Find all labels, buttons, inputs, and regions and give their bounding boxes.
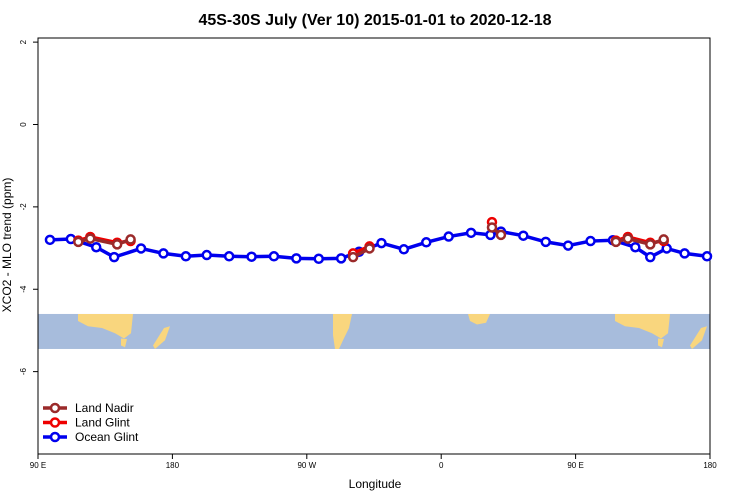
ocean-glint-point: [201, 249, 212, 261]
ocean-glint-point: [540, 236, 551, 248]
ocean-glint-point: [562, 240, 574, 251]
land-nadir-point: [622, 233, 634, 244]
land-mass: [658, 338, 664, 348]
land-nadir-line: [615, 236, 665, 247]
ocean-glint-point: [630, 241, 641, 253]
ocean-glint-series: [44, 226, 713, 265]
ocean-glint-point: [90, 241, 102, 253]
ocean-glint-point: [158, 248, 169, 259]
map-ocean: [38, 313, 710, 349]
land-nadir-line: [77, 236, 132, 247]
ocean-glint-point: [701, 251, 713, 262]
ocean-glint-point: [443, 231, 454, 242]
land-mass: [468, 313, 490, 325]
y-tick-label: -4: [19, 285, 28, 293]
legend-label-land-glint: Land Glint: [75, 416, 130, 430]
land-nadir-point: [111, 239, 123, 250]
ocean-glint-point: [398, 244, 410, 255]
ocean-glint-point: [518, 230, 529, 241]
ocean-glint-point: [421, 237, 432, 248]
land-mass: [153, 326, 170, 349]
x-tick-label: 180: [703, 461, 717, 470]
land-mass: [615, 313, 670, 339]
land-nadir-point: [347, 251, 359, 263]
land-nadir-point: [658, 234, 669, 245]
ocean-glint-point: [246, 251, 257, 262]
land-mass: [78, 313, 133, 339]
land-nadir-point: [85, 233, 96, 244]
ocean-glint-point: [679, 248, 690, 259]
legend-label-land-nadir: Land Nadir: [75, 401, 134, 415]
land-nadir-point: [125, 234, 136, 245]
ocean-glint-point: [223, 251, 235, 262]
ocean-glint-point: [645, 251, 656, 263]
x-tick-label: 90 E: [567, 461, 583, 470]
ocean-glint-point: [313, 253, 324, 265]
x-tick-label: 180: [166, 461, 180, 470]
ocean-glint-point: [135, 243, 147, 254]
x-tick-label: 0: [439, 461, 444, 470]
ocean-glint-point: [268, 251, 280, 262]
land-mass: [690, 326, 707, 349]
plot-frame: [37, 37, 711, 455]
land-nadir-point: [645, 239, 656, 250]
ocean-glint-point: [376, 237, 387, 249]
ocean-glint-point: [465, 227, 477, 239]
land-nadir-point: [610, 236, 622, 248]
ocean-glint-point: [291, 253, 302, 264]
land-nadir-point: [73, 236, 84, 248]
land-mass: [121, 338, 127, 348]
y-tick-label: -2: [19, 203, 28, 211]
ocean-glint-point: [585, 235, 596, 247]
land-nadir-point: [486, 222, 498, 233]
legend-marker-land-glint: [49, 417, 61, 428]
series-layer: [44, 216, 713, 265]
legend-label-ocean-glint: Ocean Glint: [75, 430, 139, 444]
ocean-glint-point: [44, 234, 56, 246]
land-nadir-series: [73, 222, 669, 263]
land-nadir-point: [364, 243, 375, 254]
x-tick-label: 90 E: [30, 461, 46, 470]
land-mass: [333, 313, 352, 349]
y-tick-label: -6: [19, 368, 28, 376]
chart-title: 45S-30S July (Ver 10) 2015-01-01 to 2020…: [198, 12, 551, 29]
y-tick-label: 2: [19, 39, 28, 44]
legend-marker-ocean-glint: [49, 431, 61, 443]
ocean-glint-point: [180, 251, 192, 262]
x-axis: 90 E 180 90 W 0 90 E 180: [30, 454, 717, 470]
y-axis-label: XCO2 - MLO trend (ppm): [0, 178, 14, 313]
y-axis: 2 0 -2 -4 -6: [19, 39, 38, 375]
map-land: [78, 313, 707, 349]
land-nadir-point: [495, 229, 507, 241]
ocean-glint-point: [108, 251, 120, 263]
x-axis-label: Longitude: [349, 477, 402, 491]
ocean-glint-point: [335, 253, 347, 264]
legend-marker-land-nadir: [49, 402, 61, 414]
x-tick-label: 90 W: [297, 461, 316, 470]
world-map-strip: [38, 313, 710, 349]
y-tick-label: 0: [19, 122, 28, 127]
